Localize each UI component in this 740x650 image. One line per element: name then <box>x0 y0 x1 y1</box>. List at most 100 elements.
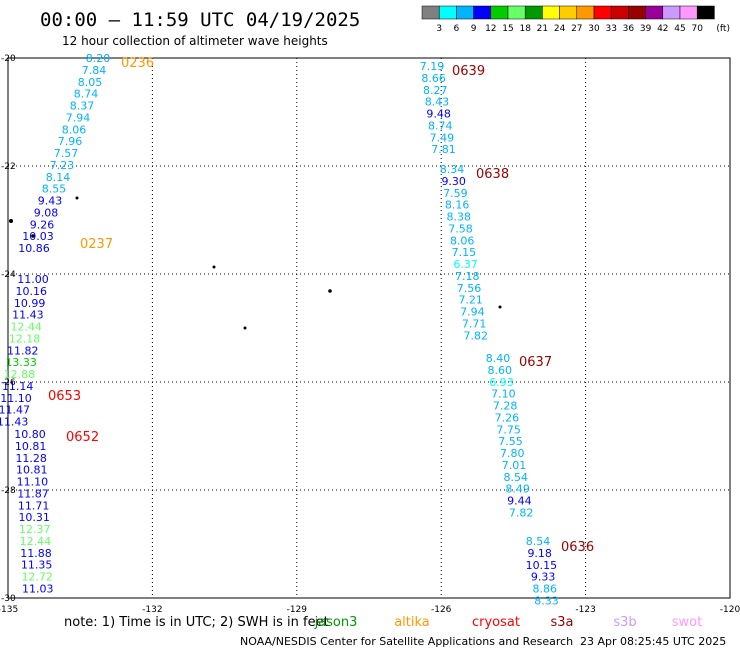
legend-swatch <box>662 5 681 20</box>
x-tick-label: -126 <box>431 605 452 615</box>
swh-value: 11.10 <box>0 392 32 405</box>
y-tick-label: -20 <box>1 54 16 64</box>
island-dot <box>31 234 35 238</box>
footer-note: note: 1) Time is in UTC; 2) SWH is in fe… <box>64 615 329 630</box>
grid-lines <box>8 58 730 598</box>
swh-value: 7.56 <box>457 282 482 295</box>
swh-value: 12.37 <box>19 523 51 536</box>
swh-value: 11.43 <box>12 309 44 322</box>
swh-value: 11.14 <box>2 380 34 393</box>
legend-label: 30 <box>588 24 600 34</box>
legend-swatch <box>542 5 560 20</box>
swh-value: 10.86 <box>18 242 50 255</box>
swh-value: 9.48 <box>426 108 451 121</box>
swh-value: 12.44 <box>20 535 52 548</box>
color-legend: 3 6 9 12 15 18 21 24 27 30 33 36 39 42 45 70 (ft) <box>421 5 730 34</box>
x-tick-label: -135 <box>0 605 18 615</box>
swh-value: 11.47 <box>0 404 30 417</box>
swh-value: 11.82 <box>7 344 39 357</box>
swh-value: 8.49 <box>505 483 530 496</box>
legend-swatch <box>628 5 646 20</box>
swh-value: 8.54 <box>526 535 551 548</box>
swh-value: 11.03 <box>22 582 54 595</box>
satellite-label: jason3 <box>314 615 358 630</box>
swh-value: 8.16 <box>445 199 470 212</box>
legend-swatch <box>610 5 629 20</box>
legend-label: 45 <box>674 24 685 34</box>
y-tick-label: -24 <box>1 270 16 280</box>
swh-value: 7.82 <box>509 506 534 519</box>
footer-timestamp: 23 Apr 08:25:45 UTC 2025 <box>580 635 726 648</box>
chart-subtitle: 12 hour collection of altimeter wave hei… <box>62 34 328 48</box>
island-dot <box>328 289 332 293</box>
x-tick-label: -129 <box>287 605 308 615</box>
footer-credit: NOAA/NESDIS Center for Satellite Applica… <box>240 635 573 648</box>
swh-value: 8.74 <box>74 88 99 101</box>
swh-value: 8.55 <box>42 183 67 196</box>
legend-swatch <box>524 5 543 20</box>
swh-value: 7.21 <box>458 294 483 307</box>
swh-value: 7.19 <box>420 60 445 73</box>
swh-value: 7.10 <box>491 388 516 401</box>
swh-value: 8.06 <box>450 234 475 247</box>
legend-label: 24 <box>554 24 566 34</box>
y-tick-label: -26 <box>1 378 16 388</box>
x-tick-label: -120 <box>720 605 740 615</box>
swh-value: 8.05 <box>78 76 103 89</box>
swh-value: 8.33 <box>534 594 559 607</box>
island-dots <box>9 196 502 330</box>
swh-value: 7.75 <box>496 423 521 436</box>
swh-value: 12.44 <box>10 321 42 334</box>
satellite-legend: jason3 altika cryosat s3a s3b swot <box>314 615 703 630</box>
swh-value: 7.49 <box>430 131 455 144</box>
island-dot <box>75 196 79 200</box>
swh-value: 7.58 <box>448 222 473 235</box>
swh-value: 8.20 <box>86 52 111 65</box>
legend-label: 15 <box>502 24 513 34</box>
pass-time-label: 0237 <box>80 237 113 252</box>
swh-value: 11.87 <box>17 487 49 500</box>
swh-value: 8.74 <box>428 119 453 132</box>
swh-value: 9.30 <box>441 175 466 188</box>
pass-time-label: 0638 <box>476 167 509 182</box>
satellite-label: cryosat <box>472 615 520 630</box>
swh-value: 10.16 <box>16 285 48 298</box>
swh-value: 8.37 <box>70 100 95 113</box>
legend-swatch <box>559 5 578 20</box>
swh-value: 9.33 <box>531 571 556 584</box>
swh-value: 10.81 <box>15 440 47 453</box>
swh-value: 7.15 <box>452 246 477 259</box>
swh-value: 12.88 <box>4 368 36 381</box>
swh-value: 7.01 <box>502 459 527 472</box>
island-dot <box>498 305 502 309</box>
legend-swatch <box>679 5 698 20</box>
swh-value: 7.94 <box>66 111 91 124</box>
pass-time-label: 0637 <box>519 355 552 370</box>
swh-value: 8.14 <box>46 171 71 184</box>
legend-label: 6 <box>454 24 460 34</box>
swh-value: 8.66 <box>421 72 446 85</box>
swh-value: 7.80 <box>500 447 525 460</box>
swh-value: 9.08 <box>34 206 59 219</box>
legend-swatch <box>490 5 509 20</box>
swh-value: 7.59 <box>443 187 468 200</box>
swh-value: 7.94 <box>460 306 485 319</box>
legend-swatch <box>421 5 440 20</box>
pass-time-label: 0653 <box>48 389 81 404</box>
swh-value: 8.86 <box>533 583 558 596</box>
pass-time-label: 0652 <box>66 430 99 445</box>
swh-value: 7.81 <box>431 143 456 156</box>
legend-label: 18 <box>519 24 531 34</box>
swh-value: 8.60 <box>488 364 513 377</box>
y-tick-label: -30 <box>1 594 16 604</box>
swh-value: 12.18 <box>9 332 41 345</box>
legend-swatch <box>507 5 526 20</box>
swh-value: 8.34 <box>440 163 465 176</box>
swh-value: 7.84 <box>82 64 107 77</box>
legend-label: 27 <box>571 24 582 34</box>
swh-value: 7.96 <box>58 135 83 148</box>
swh-value: 11.00 <box>17 273 49 286</box>
satellite-label: s3a <box>550 615 573 630</box>
swh-value: 10.03 <box>22 230 54 243</box>
